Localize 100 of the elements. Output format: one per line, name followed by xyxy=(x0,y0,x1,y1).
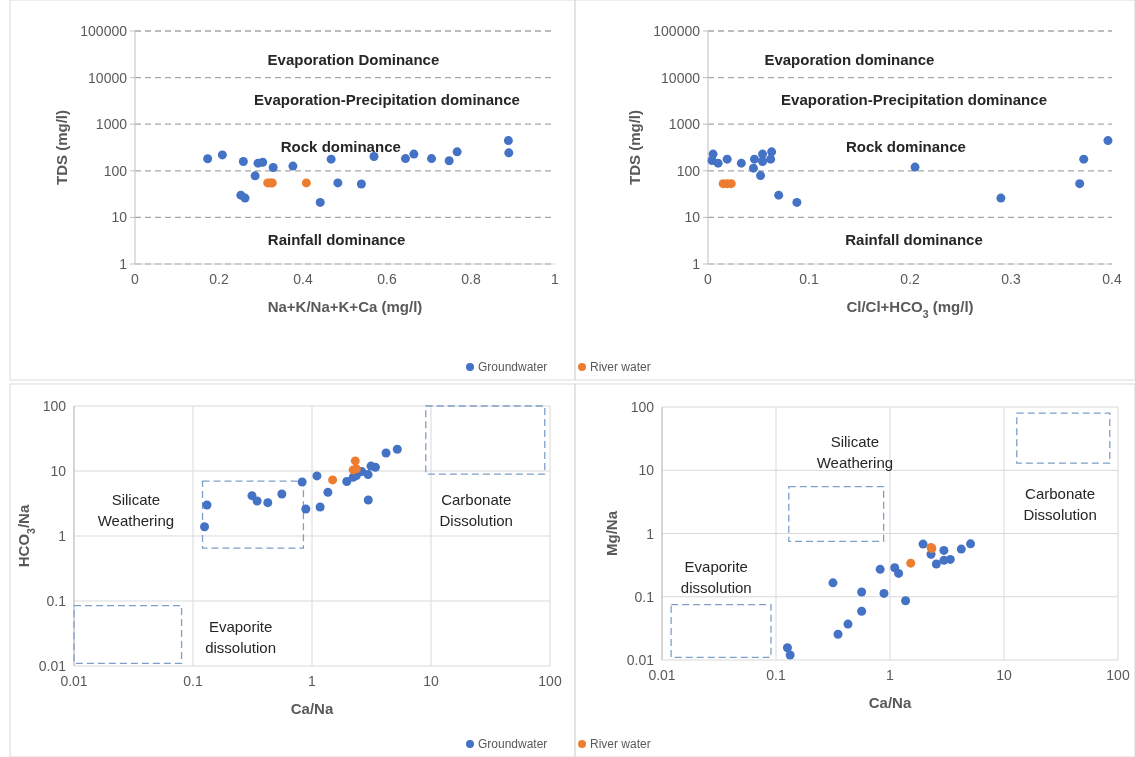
point xyxy=(910,162,920,172)
x-tick-label: 0.1 xyxy=(183,673,203,689)
annotation: Silicate Weathering xyxy=(816,432,894,471)
y-tick-label: 0.1 xyxy=(46,593,67,609)
point xyxy=(1079,154,1089,164)
point xyxy=(203,154,213,164)
y-tick-label: 100 xyxy=(103,162,128,179)
y-axis-title: TDS (mg/l) xyxy=(53,110,70,185)
y-tick-label: 100 xyxy=(42,398,67,414)
annotation: Rock dominance xyxy=(845,137,966,155)
point xyxy=(409,149,419,159)
point xyxy=(268,162,278,172)
y-tick-label: 100 xyxy=(676,162,701,179)
annotation: Rock dominance xyxy=(280,137,401,155)
point xyxy=(503,136,513,146)
point xyxy=(767,147,777,157)
point xyxy=(400,154,410,164)
x-axis-title: Na+K/Na+K+Ca (mg/l) xyxy=(267,298,423,315)
y-tick-label: 100 xyxy=(630,399,655,415)
annotation: Rainfall dominance xyxy=(267,230,406,248)
point xyxy=(792,197,802,207)
point xyxy=(749,154,759,164)
x-axis-title: Ca/Na xyxy=(290,700,334,717)
point xyxy=(369,151,379,161)
x-tick-label: 10 xyxy=(423,673,439,689)
y-tick-label: 1 xyxy=(119,256,128,272)
point xyxy=(427,154,437,164)
annotation: Evaporation-Precipitation dominance xyxy=(254,90,520,108)
y-tick-label: 1 xyxy=(58,528,67,544)
point xyxy=(288,161,298,171)
point xyxy=(301,178,311,188)
point xyxy=(758,149,768,159)
point xyxy=(240,193,250,203)
x-tick-label: 0.4 xyxy=(293,271,313,287)
y-axis-title: TDS (mg/l) xyxy=(626,110,643,185)
x-tick-label: 0.6 xyxy=(377,271,397,287)
y-tick-label: 1000 xyxy=(668,116,701,133)
x-tick-label: 0 xyxy=(131,271,140,287)
point xyxy=(766,154,776,164)
point xyxy=(504,148,514,158)
x-axis-title: Ca/Na xyxy=(868,694,912,711)
point xyxy=(736,158,746,168)
x-axis-title: Cl/Cl+HCO$_{3}$ (mg/l) xyxy=(846,298,974,320)
y-tick-label: 10 xyxy=(684,209,701,226)
y-tick-label: 10 xyxy=(111,209,128,226)
y-tick-label: 0.1 xyxy=(634,588,655,605)
x-tick-label: 1 xyxy=(308,673,317,689)
y-tick-label: 100000 xyxy=(80,23,128,39)
legend-label: River water xyxy=(590,737,651,751)
point xyxy=(996,193,1006,203)
annotation: Rainfall dominance xyxy=(845,230,983,248)
x-tick-label: 100 xyxy=(1106,667,1130,683)
x-tick-label: 0.4 xyxy=(1102,271,1122,287)
y-tick-label: 1 xyxy=(692,256,701,272)
annotation: Carbonate Dissolution xyxy=(1023,485,1097,524)
legend-label: Groundwater xyxy=(478,737,548,751)
point xyxy=(1075,179,1085,189)
x-tick-label: 0.1 xyxy=(766,667,786,683)
point xyxy=(722,154,732,164)
y-tick-label: 10 xyxy=(50,463,67,479)
point xyxy=(326,154,336,164)
y-tick-label: 100000 xyxy=(653,23,701,39)
y-tick-label: 10000 xyxy=(661,69,701,86)
annotation: Silicate Weathering xyxy=(97,491,175,529)
x-tick-label: 0.2 xyxy=(209,271,229,287)
annotation: Evaporite dissolution xyxy=(205,617,277,656)
y-axis-title: Mg/Na xyxy=(603,510,620,556)
annotation: Carbonate Dissolution xyxy=(439,491,513,529)
x-tick-label: 0.1 xyxy=(799,271,819,287)
point xyxy=(1103,136,1113,146)
x-tick-label: 0 xyxy=(704,271,713,287)
x-tick-label: 0.3 xyxy=(1001,271,1021,287)
point xyxy=(713,158,723,168)
point xyxy=(258,157,268,167)
x-tick-label: 0.01 xyxy=(60,673,88,689)
x-tick-label: 0.8 xyxy=(461,271,481,287)
point xyxy=(774,190,784,200)
x-tick-label: 100 xyxy=(538,673,562,689)
y-tick-label: 1000 xyxy=(95,116,128,133)
point xyxy=(217,150,227,160)
annotation: Evaporation dominance xyxy=(764,50,935,68)
legend-label: Groundwater xyxy=(478,360,548,374)
annotation: Evaporation-Precipitation dominance xyxy=(781,90,1047,108)
y-tick-label: 1 xyxy=(646,525,655,542)
point xyxy=(250,171,260,181)
point xyxy=(315,197,325,207)
y-tick-label: 10 xyxy=(638,462,655,479)
annotation: Evaporation Dominance xyxy=(267,50,440,68)
point xyxy=(444,156,454,166)
point xyxy=(452,147,462,157)
y-tick-label: 0.01 xyxy=(626,652,655,668)
legend-label: River water xyxy=(590,360,651,374)
x-tick-label: 0.2 xyxy=(900,271,920,287)
x-tick-label: 10 xyxy=(996,667,1012,683)
point xyxy=(356,179,366,189)
point xyxy=(238,157,248,167)
x-tick-label: 1 xyxy=(886,667,895,683)
x-tick-label: 1 xyxy=(551,271,560,287)
point xyxy=(748,163,758,173)
point xyxy=(758,157,768,167)
